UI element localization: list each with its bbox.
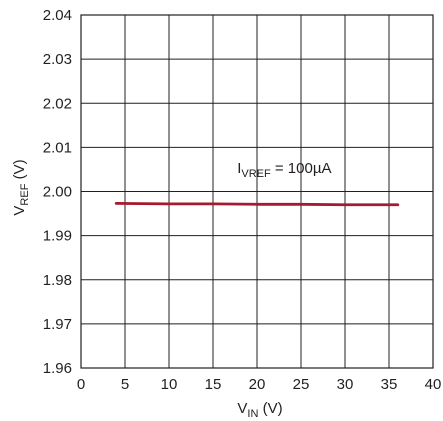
annotation-tail: = 100µA bbox=[271, 160, 332, 177]
x-tick-label: 15 bbox=[205, 376, 222, 393]
y-tick-label: 2.03 bbox=[43, 51, 72, 68]
y-tick-label: 1.99 bbox=[43, 228, 72, 245]
x-axis-label-main: V bbox=[237, 400, 247, 417]
x-axis-label-sub: IN bbox=[247, 408, 258, 420]
x-tick-label: 30 bbox=[337, 376, 354, 393]
y-axis-label-tail: (V) bbox=[11, 159, 28, 183]
y-tick-labels: 1.96 1.97 1.98 1.99 2.00 2.01 2.02 2.03 2.04 bbox=[43, 7, 72, 377]
y-tick-label: 2.01 bbox=[43, 139, 72, 156]
plot-frame bbox=[80, 14, 434, 369]
y-tick-label: 2.00 bbox=[43, 184, 72, 201]
series-group bbox=[114, 202, 400, 207]
x-tick-label: 25 bbox=[293, 376, 310, 393]
annotation-main: I bbox=[237, 160, 241, 177]
series-annotation: IVREF = 100µA bbox=[237, 160, 331, 180]
x-axis-label-tail: (V) bbox=[258, 400, 282, 417]
series-line bbox=[114, 202, 400, 207]
x-tick-label: 10 bbox=[161, 376, 178, 393]
x-axis-label: VIN (V) bbox=[237, 400, 282, 420]
x-tick-label: 0 bbox=[77, 376, 85, 393]
grid-lines bbox=[81, 15, 433, 368]
y-tick-label: 2.04 bbox=[43, 7, 72, 24]
y-tick-label: 2.02 bbox=[43, 95, 72, 112]
y-tick-label: 1.96 bbox=[43, 360, 72, 377]
x-tick-label: 5 bbox=[121, 376, 129, 393]
annotation-sub: VREF bbox=[241, 168, 271, 180]
y-axis-label-main: V bbox=[11, 206, 28, 216]
y-tick-label: 1.97 bbox=[43, 316, 72, 333]
x-tick-label: 35 bbox=[381, 376, 398, 393]
x-tick-label: 40 bbox=[425, 376, 442, 393]
x-tick-label: 20 bbox=[249, 376, 266, 393]
x-tick-labels: 0 5 10 15 20 25 30 35 40 bbox=[77, 376, 442, 393]
y-axis-label-sub: REF bbox=[19, 183, 31, 205]
y-axis-label: VREF (V) bbox=[11, 159, 31, 215]
y-tick-label: 1.98 bbox=[43, 272, 72, 289]
